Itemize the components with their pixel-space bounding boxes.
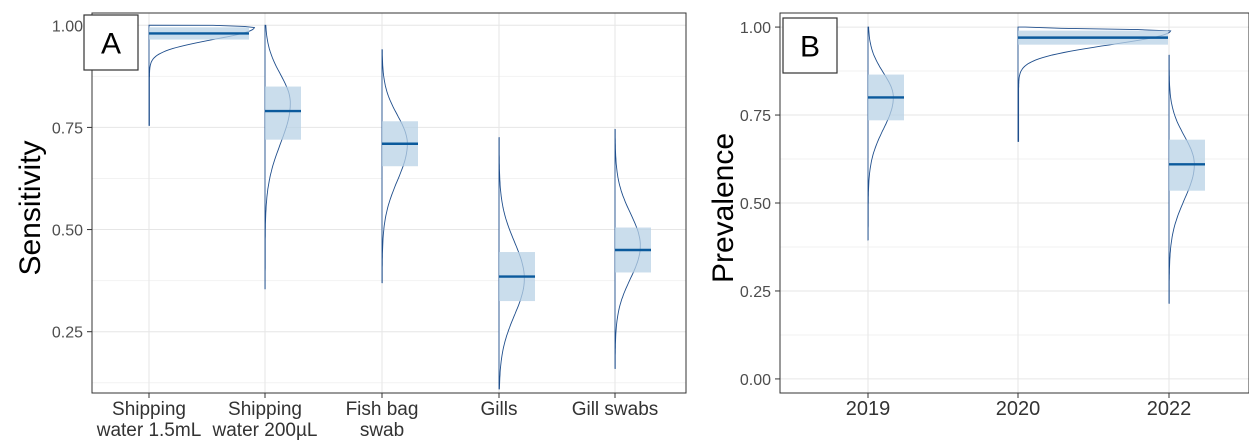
- x-tick-label: water 1.5mL: [96, 420, 202, 440]
- violin-1: [1017, 26, 1172, 142]
- credible-interval-band: [265, 86, 301, 140]
- x-tick-label: Fish bag: [346, 399, 419, 420]
- x-tick-label: swab: [360, 420, 404, 440]
- density-curve: [148, 24, 256, 126]
- x-tick-label: Shipping: [228, 399, 302, 420]
- panel-letter: A: [101, 28, 121, 61]
- y-axis-title: Prevalence: [707, 133, 740, 283]
- y-tick-label: 1.00: [52, 18, 83, 35]
- density-curve: [867, 26, 894, 241]
- x-tick-label: water 200µL: [212, 420, 318, 440]
- violin-4: [614, 128, 651, 369]
- panel-letter-box: [782, 17, 838, 74]
- violin-2: [1168, 54, 1205, 304]
- x-tick-label: 2020: [996, 398, 1041, 420]
- x-tick-label: Gill swabs: [572, 399, 659, 420]
- y-tick-label: 0.50: [740, 196, 771, 213]
- panel-letter-box: [83, 14, 139, 71]
- density-curve: [381, 49, 408, 284]
- y-axis-title: Sensitivity: [14, 140, 47, 275]
- y-tick-label: 0.75: [52, 120, 83, 137]
- x-tick-label: Shipping: [112, 399, 186, 420]
- x-tick-label: 2019: [846, 398, 891, 420]
- density-curve: [264, 24, 291, 290]
- x-tick-label: Gills: [481, 399, 518, 420]
- x-tick-label: 2022: [1147, 398, 1192, 420]
- y-tick-label: 0.25: [740, 284, 771, 301]
- y-tick-label: 0.00: [740, 372, 771, 389]
- panel-frame: [91, 12, 687, 394]
- violin-0: [867, 26, 904, 241]
- y-tick-label: 0.50: [52, 223, 83, 240]
- violin-3: [498, 137, 535, 390]
- y-tick-label: 0.25: [52, 325, 83, 342]
- panel-b: 0.00 0.25 0.50 0.75 1.00 2019 2020 2022 Prevalen…: [707, 12, 1249, 420]
- panel-letter: B: [800, 31, 820, 64]
- y-tick-label: 0.75: [740, 108, 771, 125]
- y-tick-label: 1.00: [740, 20, 771, 37]
- violin-1: [264, 24, 301, 290]
- violin-2: [381, 49, 418, 284]
- violin-0: [148, 24, 256, 126]
